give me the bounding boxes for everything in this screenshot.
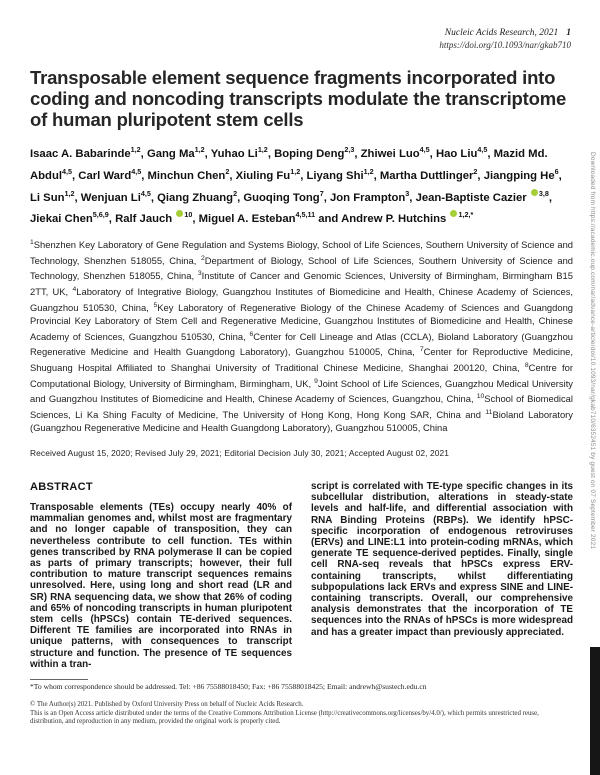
affiliation-sup: 3: [197, 270, 202, 278]
author-name: Boping Deng: [274, 147, 345, 160]
author-affiliation-sup: 3: [405, 188, 410, 198]
author-name: Qiang Zhuang: [157, 191, 234, 204]
author-affiliation-sup: 2,3: [344, 145, 355, 154]
author-name: Mazid Md. Abdul: [30, 147, 548, 182]
copyright-line: © The Author(s) 2021. Published by Oxfor…: [30, 701, 304, 708]
affiliation-sup: 8: [524, 361, 529, 369]
affiliation-sup: 6: [249, 330, 254, 338]
affiliations: 1Shenzhen Key Laboratory of Gene Regulat…: [30, 239, 574, 434]
orcid-icon[interactable]: [176, 210, 184, 218]
author-affiliation-sup: 3,8: [538, 188, 549, 198]
author-affiliation-sup: 4,5,11: [295, 210, 316, 220]
author-name: Isaac A. Babarinde: [30, 147, 131, 160]
author-name: Li Sun: [30, 191, 65, 204]
abstract-right-column: script is correlated with TE-type specif…: [311, 481, 573, 670]
author-list: Isaac A. Babarinde1,2, Gang Ma1,2, Yuhao…: [30, 145, 562, 226]
author-affiliation-sup: 2: [225, 166, 230, 176]
scrollbar-thumb[interactable]: [590, 647, 600, 775]
correspondence-note: *To whom correspondence should be addres…: [30, 682, 427, 691]
orcid-icon[interactable]: [530, 188, 538, 196]
author-affiliation-sup: 2: [233, 188, 238, 198]
author-affiliation-sup: 4,5: [477, 145, 488, 154]
abstract-text-left: Transposable elements (TEs) occupy nearl…: [30, 501, 292, 670]
article-history: Received August 15, 2020; Revised July 2…: [30, 447, 450, 458]
author-name: Liyang Shi: [306, 169, 364, 182]
author-name: Wenjuan Li: [80, 191, 141, 204]
author-affiliation-sup: 1,2: [257, 145, 268, 154]
affiliation-sup: 9: [314, 377, 318, 385]
author-name: Carl Ward: [78, 169, 132, 182]
page-footer: *To whom correspondence should be addres…: [30, 679, 572, 727]
affiliation-sup: 1: [30, 239, 34, 247]
author-affiliation-sup: 1,2,*: [458, 210, 474, 220]
author-affiliation-sup: 1,2: [64, 188, 75, 198]
author-name: Ralf Jauch: [115, 213, 173, 226]
affiliation-sup: 2: [200, 254, 205, 262]
author-name: Xiuling Fu: [235, 169, 291, 182]
affiliation-sup: 4: [72, 285, 77, 293]
author-affiliation-sup: 7: [319, 188, 324, 198]
author-name: Gang Ma: [146, 147, 195, 160]
copyright-block: © The Author(s) 2021. Published by Oxfor…: [30, 701, 572, 727]
author-affiliation-sup: 1,2: [290, 166, 301, 176]
journal-header: Nucleic Acids Research, 2021 1 https://do…: [30, 27, 573, 51]
affiliation-sup: 7: [419, 346, 424, 354]
license-line: This is an Open Access article distribut…: [30, 709, 539, 726]
author-name: Miguel A. Esteban: [198, 213, 296, 226]
abstract-left-column: ABSTRACT Transposable elements (TEs) occ…: [30, 481, 292, 670]
author-name: Martha Duttlinger: [379, 169, 474, 182]
abstract-heading: ABSTRACT: [30, 480, 93, 493]
article-title: Transposable element sequence fragments …: [30, 67, 567, 130]
orcid-icon[interactable]: [450, 210, 458, 218]
author-affiliation-sup: 5,6,9: [92, 210, 109, 220]
author-affiliation-sup: 10: [184, 210, 193, 220]
download-watermark: Downloaded from https://academic.oup.com…: [589, 152, 596, 550]
author-name: Zhiwei Luo: [360, 147, 420, 160]
abstract-text-right: script is correlated with TE-type specif…: [311, 480, 573, 638]
page-number: 1: [566, 28, 571, 38]
footnote-rule: [30, 679, 88, 680]
author-affiliation-sup: 6: [554, 166, 559, 176]
author-affiliation-sup: 2: [473, 166, 478, 176]
author-name: Hao Liu: [435, 147, 478, 160]
author-name: Andrew P. Hutchins: [341, 213, 447, 226]
abstract-section: ABSTRACT Transposable elements (TEs) occ…: [30, 481, 573, 670]
author-name: Jiangping He: [483, 169, 555, 182]
journal-name: Nucleic Acids Research, 2021: [444, 28, 559, 38]
author-affiliation-sup: 4,5: [419, 145, 430, 154]
author-name: Minchun Chen: [147, 169, 226, 182]
author-affiliation-sup: 4,5: [62, 166, 72, 176]
journal-name-line: Nucleic Acids Research, 2021 1: [30, 27, 571, 39]
affiliation-sup: 10: [476, 393, 485, 401]
author-affiliation-sup: 4,5: [140, 188, 151, 198]
author-name: Guoqing Tong: [243, 191, 320, 204]
author-affiliation-sup: 1,2: [130, 145, 141, 154]
author-name: Jiekai Chen: [30, 213, 93, 226]
affiliation-sup: 11: [485, 408, 493, 416]
author-name: Jean-Baptiste Cazier: [415, 191, 527, 204]
author-affiliation-sup: 1,2: [363, 166, 374, 176]
affiliation-sup: 5: [153, 301, 158, 309]
author-affiliation-sup: 4,5: [131, 166, 142, 176]
doi-link[interactable]: https://doi.org/10.1093/nar/gkab710: [439, 40, 571, 50]
author-affiliation-sup: 1,2: [194, 145, 205, 154]
author-name: Jon Frampton: [329, 191, 406, 204]
author-name: Yuhao Li: [210, 147, 258, 160]
